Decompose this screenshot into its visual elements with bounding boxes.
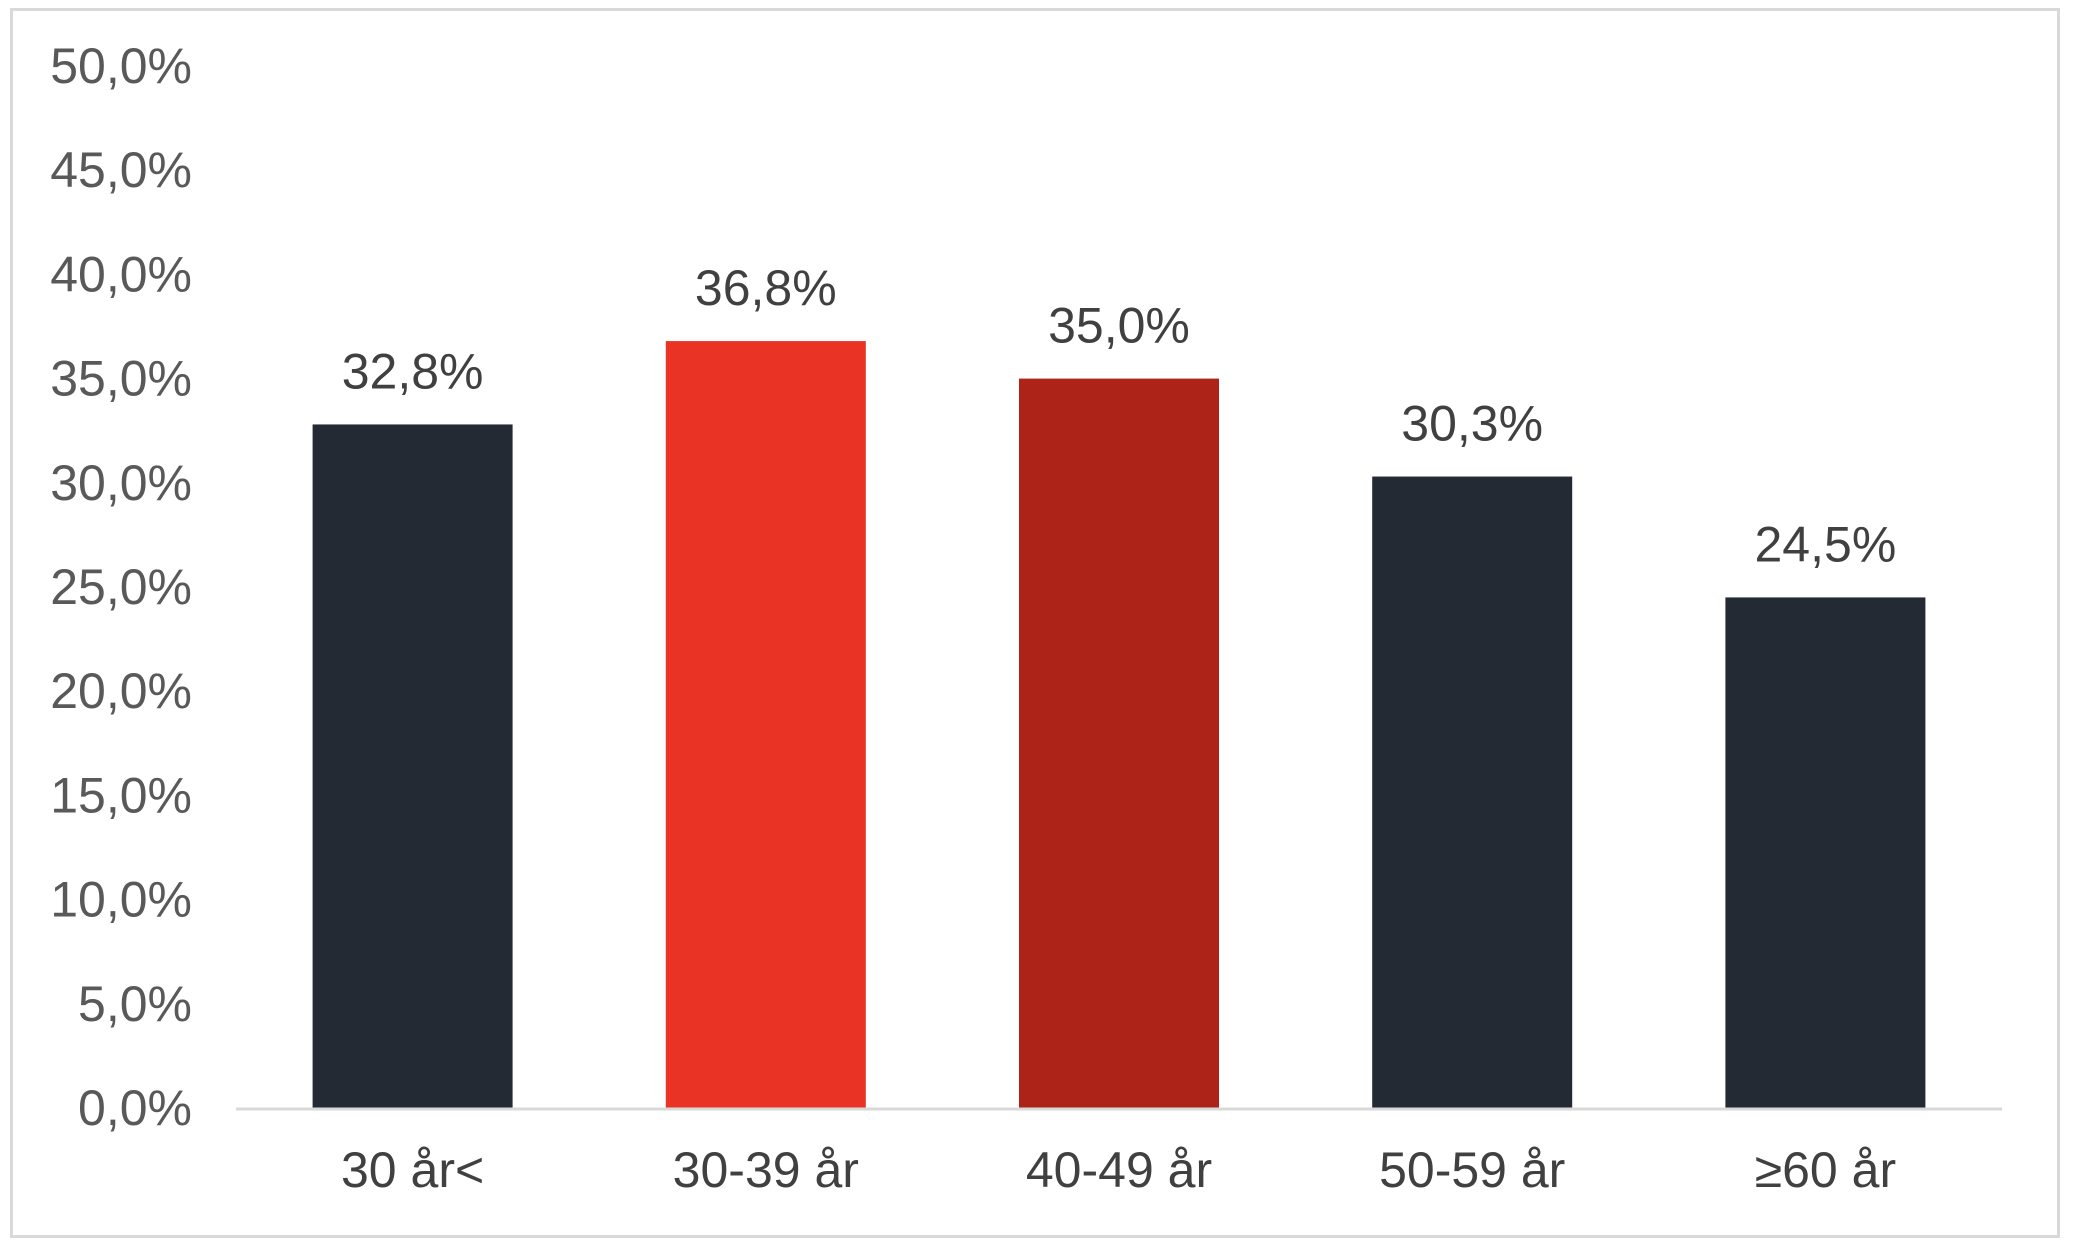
x-category-label: 50-59 år — [1379, 1142, 1565, 1198]
bar — [1372, 476, 1573, 1109]
y-tick-label: 40,0% — [50, 246, 192, 302]
bar-value-label: 32,8% — [342, 343, 484, 399]
bar-value-label: 30,3% — [1401, 396, 1543, 452]
y-tick-label: 0,0% — [78, 1080, 192, 1136]
bar — [1725, 597, 1926, 1108]
bar-value-label: 35,0% — [1048, 298, 1190, 354]
x-axis-category-labels: 30 år< 30-39 år 40-49 år 50-59 år ≥60 år — [341, 1142, 1896, 1198]
x-category-label: ≥60 år — [1755, 1142, 1896, 1198]
y-tick-label: 50,0% — [50, 38, 192, 94]
bar-value-label: 36,8% — [695, 260, 837, 316]
y-tick-label: 20,0% — [50, 663, 192, 719]
x-category-label: 30 år< — [341, 1142, 484, 1198]
bars — [312, 341, 1926, 1109]
y-tick-label: 10,0% — [50, 872, 192, 928]
bar — [1019, 378, 1219, 1109]
x-category-label: 40-49 år — [1026, 1142, 1212, 1198]
y-tick-label: 45,0% — [50, 142, 192, 198]
y-tick-label: 30,0% — [50, 455, 192, 511]
y-tick-label: 5,0% — [78, 976, 192, 1032]
bar — [312, 424, 513, 1108]
bar — [665, 341, 866, 1108]
bar-value-label: 24,5% — [1755, 516, 1897, 572]
y-tick-label: 35,0% — [50, 351, 192, 407]
x-category-label: 30-39 år — [673, 1142, 859, 1198]
y-tick-label: 25,0% — [50, 559, 192, 615]
y-tick-label: 15,0% — [50, 767, 192, 823]
data-labels: 32,8% 36,8% 35,0% 30,3% 24,5% — [342, 260, 1897, 572]
y-axis-tick-labels: 0,0% 5,0% 10,0% 15,0% 20,0% 25,0% 30,0% 35,0% 40… — [50, 38, 192, 1136]
